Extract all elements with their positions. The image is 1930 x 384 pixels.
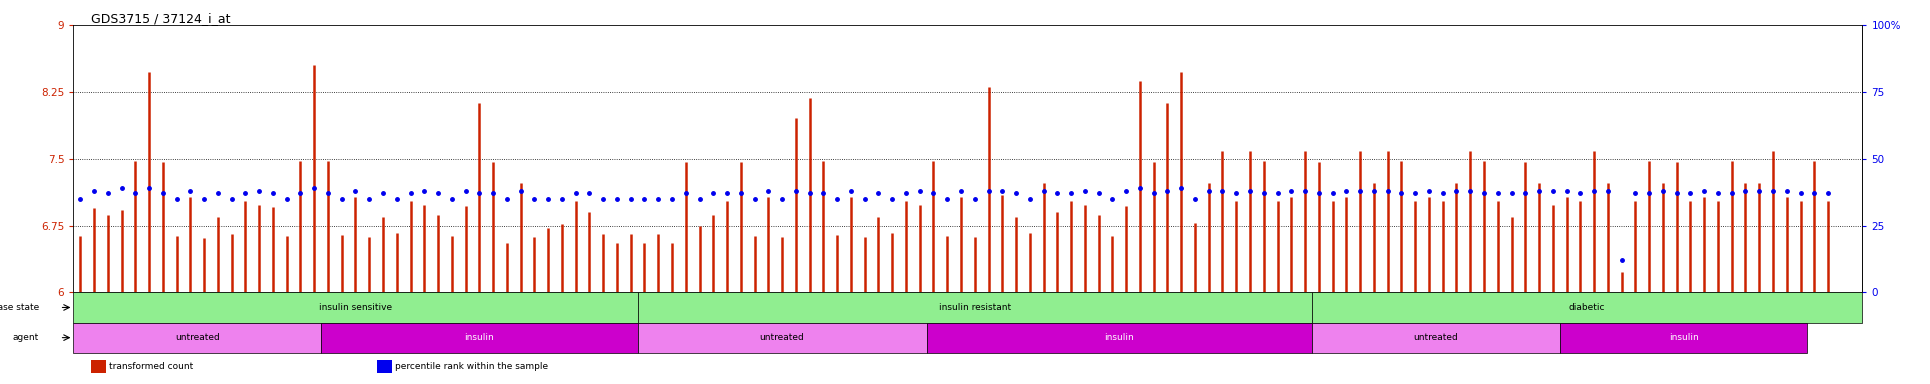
Text: agent: agent (14, 333, 39, 342)
Text: GDS3715 / 37124_i_at: GDS3715 / 37124_i_at (91, 12, 232, 25)
Bar (1312, 323, 1559, 353)
Text: transformed count: transformed count (110, 362, 193, 371)
Text: insulin: insulin (465, 333, 494, 342)
Text: untreated: untreated (760, 333, 805, 342)
Text: untreated: untreated (176, 333, 220, 342)
Bar (73, 292, 637, 323)
Bar (1559, 323, 1806, 353)
Text: percentile rank within the sample: percentile rank within the sample (396, 362, 548, 371)
Text: disease state: disease state (0, 303, 39, 312)
Text: untreated: untreated (1413, 333, 1459, 342)
Text: insulin sensitive: insulin sensitive (318, 303, 392, 312)
Bar (637, 292, 1312, 323)
Bar (320, 323, 637, 353)
Text: diabetic: diabetic (1569, 303, 1606, 312)
Text: insulin: insulin (1669, 333, 1698, 342)
Text: insulin resistant: insulin resistant (938, 303, 1011, 312)
Bar (1312, 292, 1862, 323)
Bar (637, 323, 926, 353)
Bar (73, 323, 320, 353)
Bar (378, 359, 392, 373)
Bar (91, 359, 106, 373)
Bar (926, 323, 1312, 353)
Text: insulin: insulin (1104, 333, 1135, 342)
